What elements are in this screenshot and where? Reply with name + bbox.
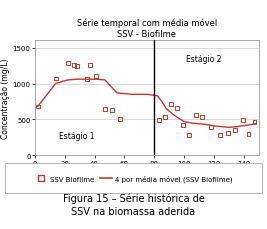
Title: Série temporal com média móvel
SSV - Biofilme: Série temporal com média móvel SSV - Bio… — [77, 19, 217, 39]
Legend: SSV Biofilme, 4 por média móvel (SSV Biofilme): SSV Biofilme, 4 por média móvel (SSV Bio… — [32, 173, 235, 184]
Point — [225, 132, 230, 135]
Y-axis label: Concentração (mg/L): Concentração (mg/L) — [1, 58, 10, 139]
Point — [110, 109, 115, 112]
Point — [218, 133, 222, 137]
Point — [233, 129, 237, 133]
Point — [85, 78, 89, 82]
X-axis label: Tempo (d): Tempo (d) — [128, 169, 166, 177]
Point — [180, 124, 185, 128]
Point — [187, 134, 191, 137]
Text: Estágio 1: Estágio 1 — [59, 131, 94, 140]
Point — [53, 77, 58, 81]
Point — [194, 114, 198, 117]
FancyBboxPatch shape — [5, 164, 262, 194]
Point — [118, 117, 122, 121]
Point — [246, 132, 251, 136]
Point — [252, 121, 257, 125]
Point — [200, 115, 204, 119]
Point — [94, 75, 98, 79]
Point — [169, 102, 173, 106]
Text: Figura 15 – Série histórica de
SSV na biomassa aderida: Figura 15 – Série histórica de SSV na bi… — [62, 193, 205, 216]
Point — [240, 119, 245, 123]
Point — [36, 105, 40, 109]
Point — [88, 64, 92, 67]
Point — [163, 116, 167, 120]
Point — [209, 126, 213, 130]
Point — [157, 119, 161, 123]
Point — [72, 64, 76, 67]
Text: Estágio 2: Estágio 2 — [186, 55, 221, 63]
Point — [175, 107, 179, 110]
Point — [74, 64, 79, 68]
Point — [103, 108, 107, 112]
Point — [65, 62, 70, 65]
